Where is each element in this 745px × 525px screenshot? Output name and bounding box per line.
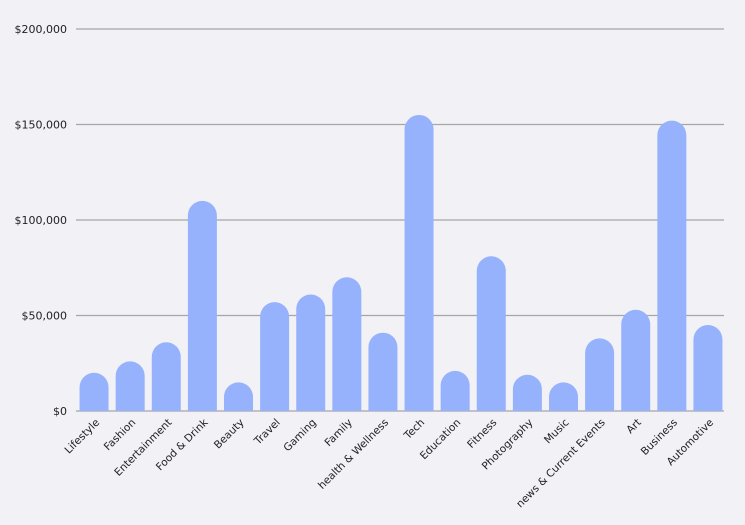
x-category-label: Fitness: [465, 417, 499, 451]
x-category-label: health & Wellness: [316, 417, 391, 492]
x-category-label: Art: [624, 417, 644, 437]
bar-tech: [404, 114, 434, 411]
x-category-label: Family: [323, 417, 355, 449]
x-category-label: Tech: [401, 417, 427, 443]
y-tick-label: $150,000: [15, 119, 68, 132]
bar-food-drink: [187, 200, 217, 411]
bar-beauty: [224, 382, 253, 411]
y-tick-label: $50,000: [22, 310, 68, 323]
y-tick-label: $200,000: [15, 23, 68, 36]
y-axis-tick-labels: $0 $50,000 $100,000 $150,000 $200,000: [15, 23, 68, 418]
bar-news-current-events: [585, 338, 615, 411]
x-category-label: Fashion: [102, 417, 139, 454]
gridlines: [76, 28, 724, 412]
bar-business: [657, 120, 687, 412]
bar-music: [549, 382, 578, 411]
bar-lifestyle: [79, 372, 109, 411]
bars: [79, 114, 723, 412]
y-tick-label: $0: [53, 405, 67, 418]
x-category-label: Gaming: [281, 417, 319, 455]
y-tick-label: $100,000: [15, 214, 68, 227]
bar-gaming: [296, 294, 326, 411]
x-category-label: Beauty: [212, 417, 247, 452]
bar-photography: [512, 374, 542, 411]
x-category-label: Lifestyle: [63, 417, 103, 457]
x-category-label: Music: [542, 416, 572, 446]
bar-entertainment: [151, 342, 181, 411]
bar-art: [621, 309, 651, 411]
bar-fashion: [115, 361, 145, 411]
bar-automotive: [693, 325, 723, 411]
x-category-label: Travel: [251, 417, 282, 448]
bar-health-wellness: [368, 332, 398, 411]
bar-education: [440, 370, 470, 411]
bar-travel: [260, 302, 290, 411]
bar-fitness: [476, 256, 506, 411]
bar-family: [332, 277, 362, 411]
